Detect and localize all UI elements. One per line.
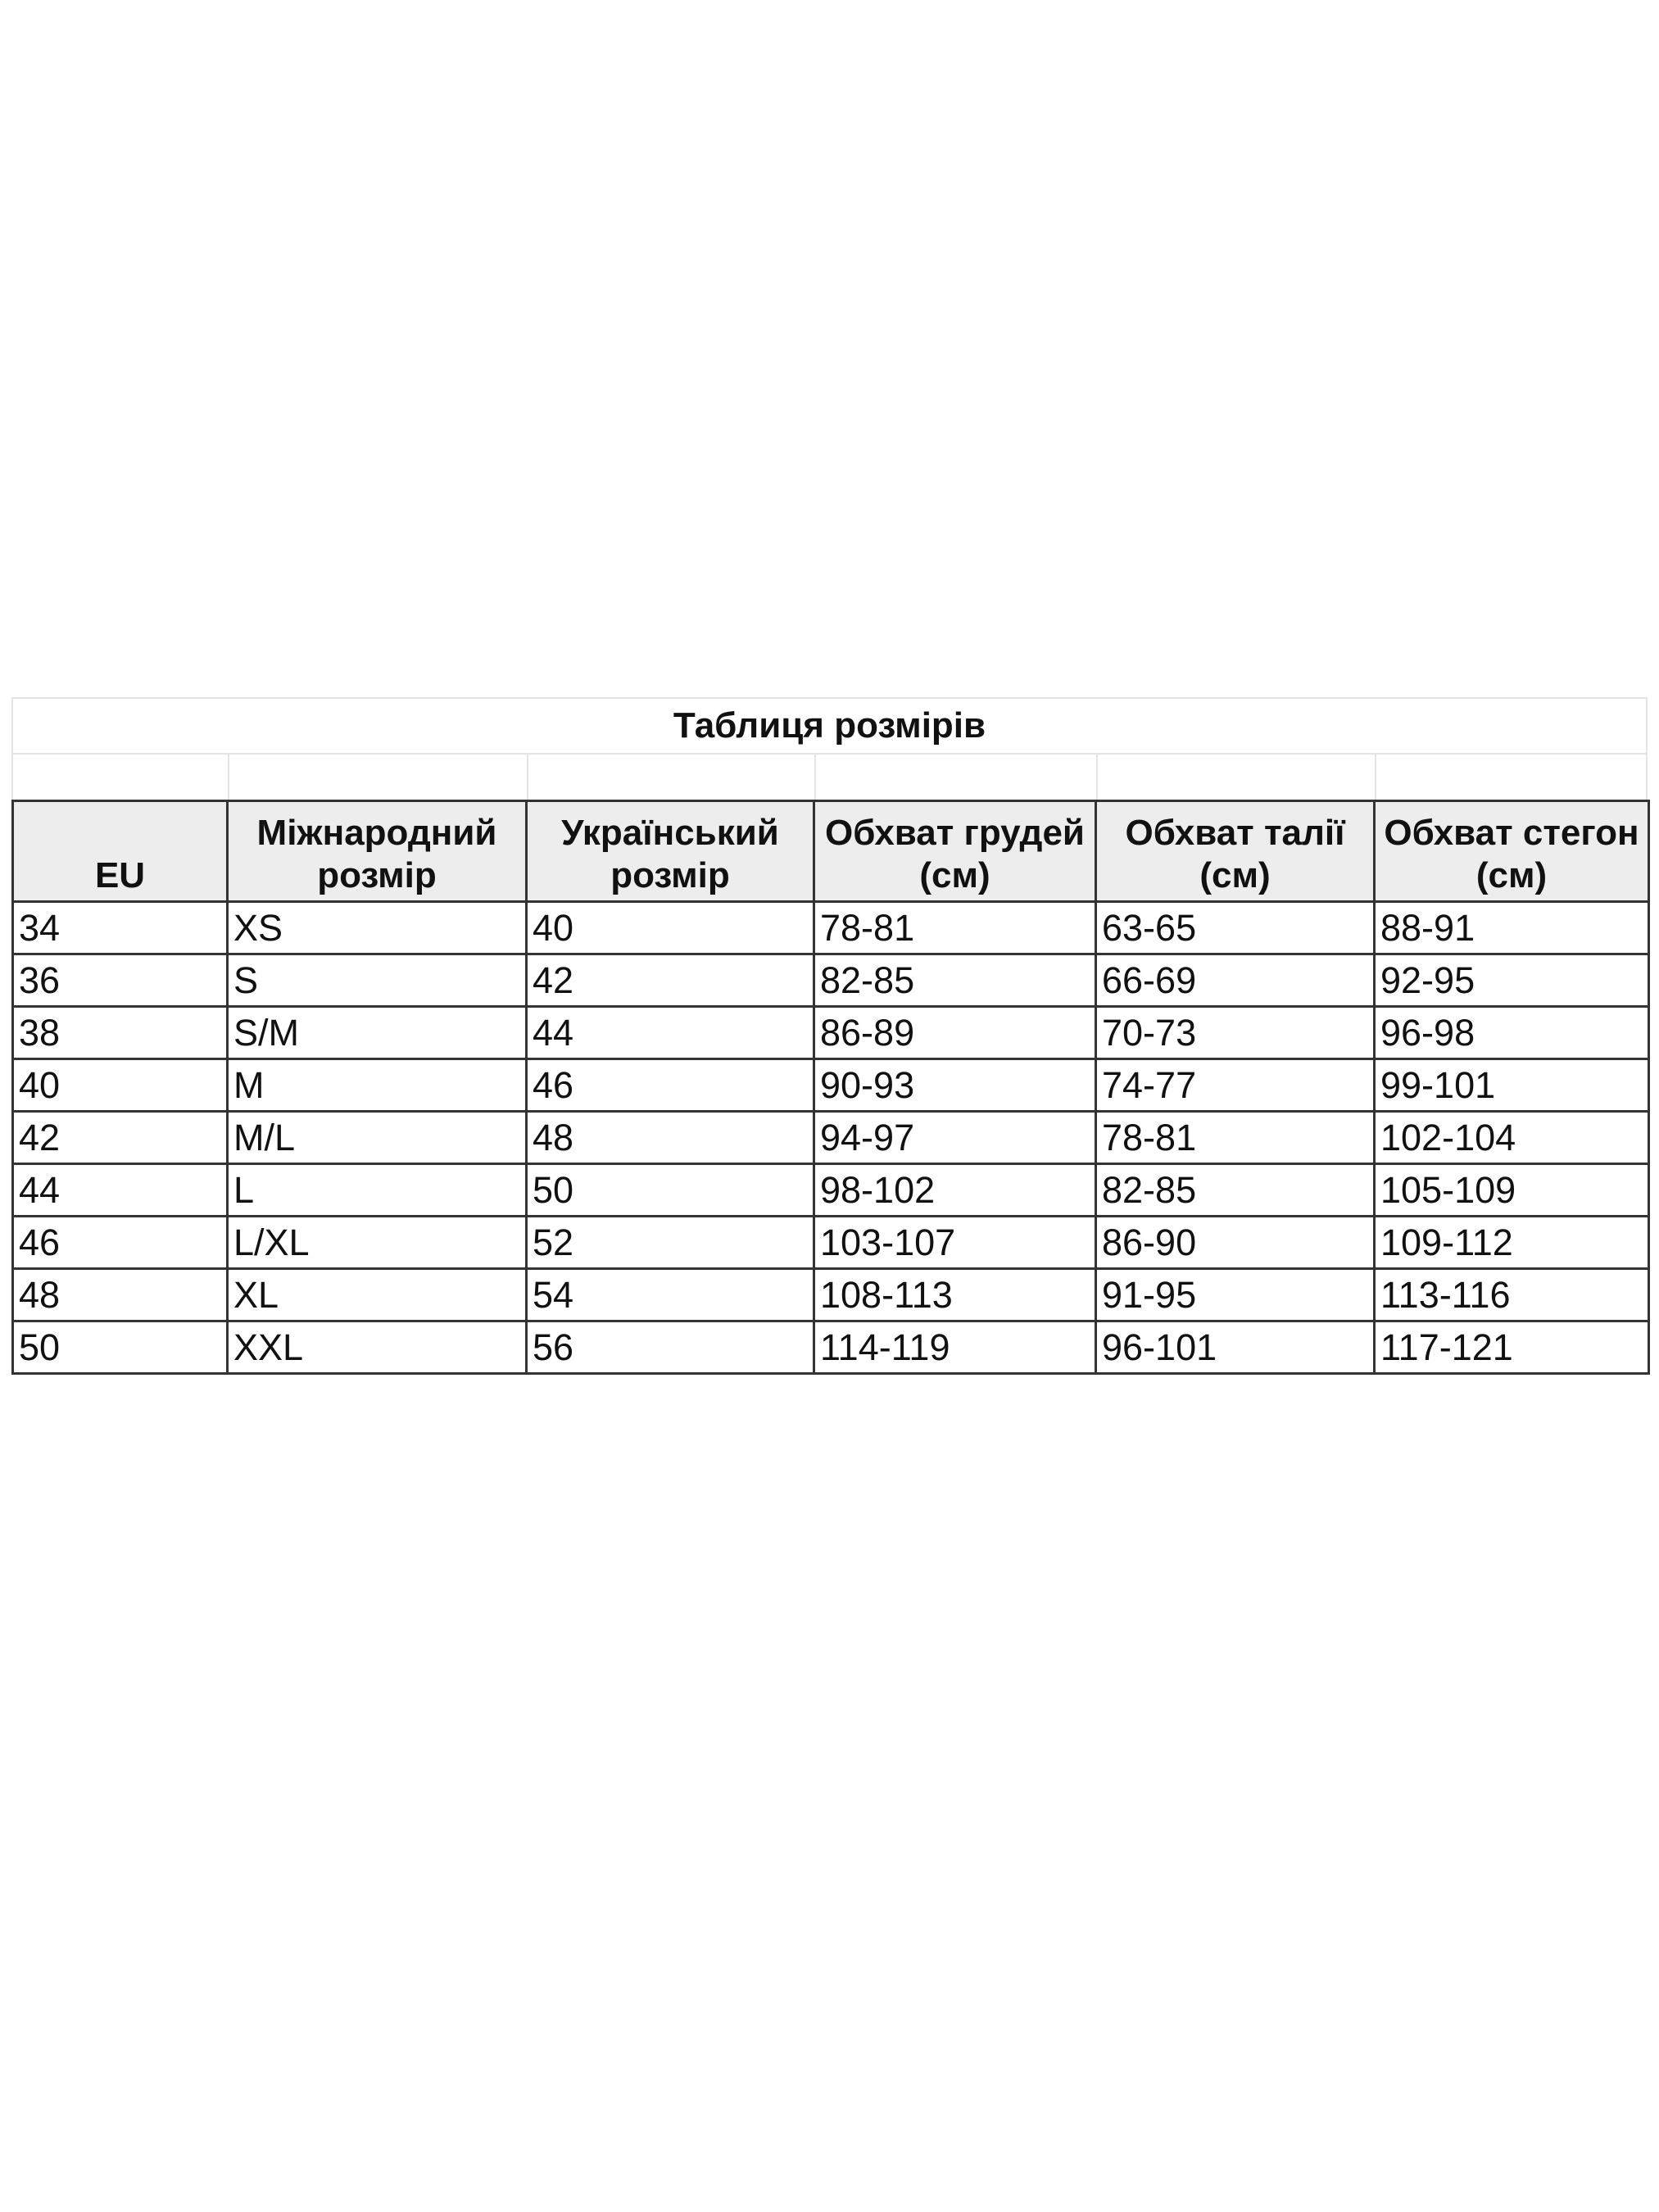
table-cell: M/L	[226, 1110, 528, 1165]
column-header: Обхват грудей (см)	[813, 800, 1097, 903]
table-cell: 88-91	[1373, 900, 1650, 955]
table-cell: XS	[226, 900, 528, 955]
table-cell: 92-95	[1373, 953, 1650, 1008]
table-cell: 114-119	[813, 1320, 1097, 1375]
table-cell: L	[226, 1163, 528, 1217]
table-cell: 103-107	[813, 1215, 1097, 1270]
table-cell: 105-109	[1373, 1163, 1650, 1217]
table-row: 40 M 46 90-93 74-77 99-101	[11, 1058, 1650, 1113]
table-cell: 52	[525, 1215, 815, 1270]
table-cell: 40	[525, 900, 815, 955]
table-row: 48 XL 54 108-113 91-95 113-116	[11, 1267, 1650, 1322]
table-cell: 44	[11, 1163, 229, 1217]
column-header: Обхват талії (см)	[1095, 800, 1376, 903]
table-cell: 78-81	[813, 900, 1097, 955]
table-row: 38 S/M 44 86-89 70-73 96-98	[11, 1005, 1650, 1060]
table-cell: 117-121	[1373, 1320, 1650, 1375]
table-cell: S	[226, 953, 528, 1008]
table-cell: 48	[525, 1110, 815, 1165]
table-cell: L/XL	[226, 1215, 528, 1270]
table-cell: 82-85	[1095, 1163, 1376, 1217]
table-cell: 42	[525, 953, 815, 1008]
table-cell: 34	[11, 900, 229, 955]
table-row: 44 L 50 98-102 82-85 105-109	[11, 1163, 1650, 1217]
table-cell: 50	[525, 1163, 815, 1217]
column-header: EU	[11, 800, 229, 903]
column-header: Міжнародний розмір	[226, 800, 528, 903]
column-header: Обхват стегон (см)	[1373, 800, 1650, 903]
table-cell: 82-85	[813, 953, 1097, 1008]
table-title: Таблиця розмірів	[11, 697, 1648, 753]
table-cell: 46	[525, 1058, 815, 1113]
table-row: 36 S 42 82-85 66-69 92-95	[11, 953, 1650, 1008]
table-cell: 74-77	[1095, 1058, 1376, 1113]
header-row: EU Міжнародний розмір Український розмір Об…	[11, 800, 1650, 903]
table-cell: 56	[525, 1320, 815, 1375]
table-cell: 54	[525, 1267, 815, 1322]
table-cell: 38	[11, 1005, 229, 1060]
table-cell: 98-102	[813, 1163, 1097, 1217]
table-cell: 113-116	[1373, 1267, 1650, 1322]
table-cell: 66-69	[1095, 953, 1376, 1008]
table-cell: 48	[11, 1267, 229, 1322]
table-cell: 36	[11, 953, 229, 1008]
table-cell: 90-93	[813, 1058, 1097, 1113]
table-cell: 96-98	[1373, 1005, 1650, 1060]
empty-row	[11, 753, 1648, 800]
table-cell: XXL	[226, 1320, 528, 1375]
table-cell: 44	[525, 1005, 815, 1060]
size-chart: Таблиця розмірів EU Міжнародний розмір Укр…	[11, 697, 1650, 1375]
table-cell: 63-65	[1095, 900, 1376, 955]
table-cell: 86-89	[813, 1005, 1097, 1060]
table-cell: 94-97	[813, 1110, 1097, 1165]
table-cell: M	[226, 1058, 528, 1113]
table-row: 50 XXL 56 114-119 96-101 117-121	[11, 1320, 1650, 1375]
table-cell: 86-90	[1095, 1215, 1376, 1270]
table-cell: 46	[11, 1215, 229, 1270]
table-cell: S/M	[226, 1005, 528, 1060]
size-table: EU Міжнародний розмір Український розмір Об…	[11, 800, 1650, 1375]
table-cell: 102-104	[1373, 1110, 1650, 1165]
column-header: Український розмір	[525, 800, 815, 903]
table-cell: 78-81	[1095, 1110, 1376, 1165]
table-cell: 91-95	[1095, 1267, 1376, 1322]
table-cell: 109-112	[1373, 1215, 1650, 1270]
table-cell: 99-101	[1373, 1058, 1650, 1113]
table-cell: 70-73	[1095, 1005, 1376, 1060]
table-cell: 42	[11, 1110, 229, 1165]
table-cell: 50	[11, 1320, 229, 1375]
table-cell: 40	[11, 1058, 229, 1113]
table-cell: 96-101	[1095, 1320, 1376, 1375]
table-cell: XL	[226, 1267, 528, 1322]
table-row: 42 M/L 48 94-97 78-81 102-104	[11, 1110, 1650, 1165]
table-row: 46 L/XL 52 103-107 86-90 109-112	[11, 1215, 1650, 1270]
table-row: 34 XS 40 78-81 63-65 88-91	[11, 900, 1650, 955]
table-cell: 108-113	[813, 1267, 1097, 1322]
